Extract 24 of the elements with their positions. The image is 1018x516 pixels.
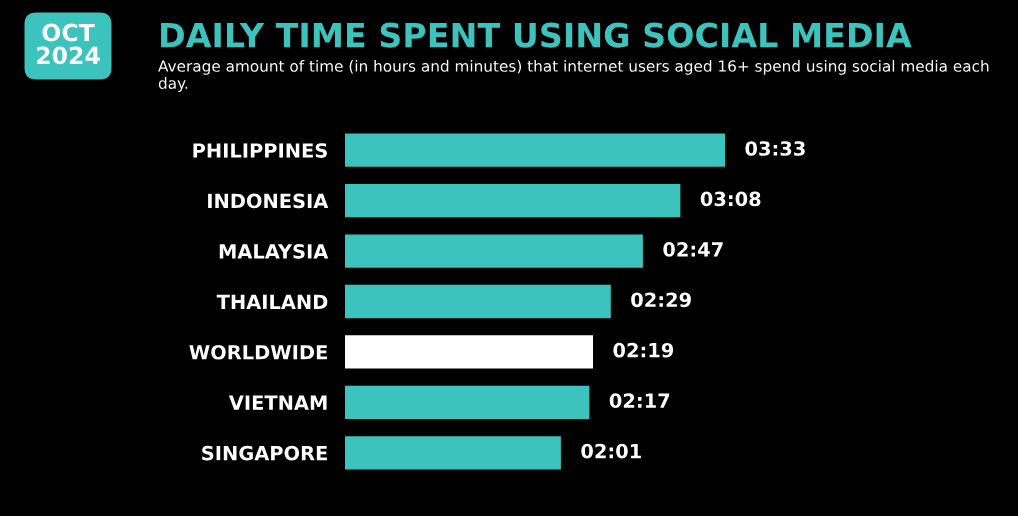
bar [345, 184, 681, 218]
chart-title: DAILY TIME SPENT USING SOCIAL MEDIA [161, 22, 912, 48]
data-label: 02:01 [581, 443, 641, 459]
y-tick-label: INDONESIA [208, 193, 329, 209]
bar [345, 385, 590, 419]
data-label: 02:29 [631, 292, 691, 308]
bar [345, 234, 643, 268]
y-tick-label: PHILIPPINES [193, 143, 327, 158]
bar [345, 436, 561, 470]
data-label: 02:17 [609, 393, 670, 408]
data-label: 02:47 [663, 242, 723, 257]
data-label: 03:33 [745, 141, 805, 156]
chart-subtitle: Average amount of time (in hours and minutes) that internet users aged 16+ spend using social media each day. [158, 60, 989, 92]
text: OCT 2024 [37, 23, 100, 65]
bar [345, 133, 725, 167]
y-tick-label: THAILAND [216, 294, 328, 309]
data-label: 02:19 [613, 342, 674, 358]
data-label: 03:08 [700, 191, 761, 207]
y-tick-label: SINGAPORE [202, 445, 327, 461]
y-tick-label: VIETNAM [228, 395, 327, 410]
y-tick-label: MALAYSIA [219, 244, 329, 259]
bar [345, 335, 594, 369]
bar [345, 284, 611, 319]
y-tick-label: WORLDWIDE [189, 344, 327, 360]
